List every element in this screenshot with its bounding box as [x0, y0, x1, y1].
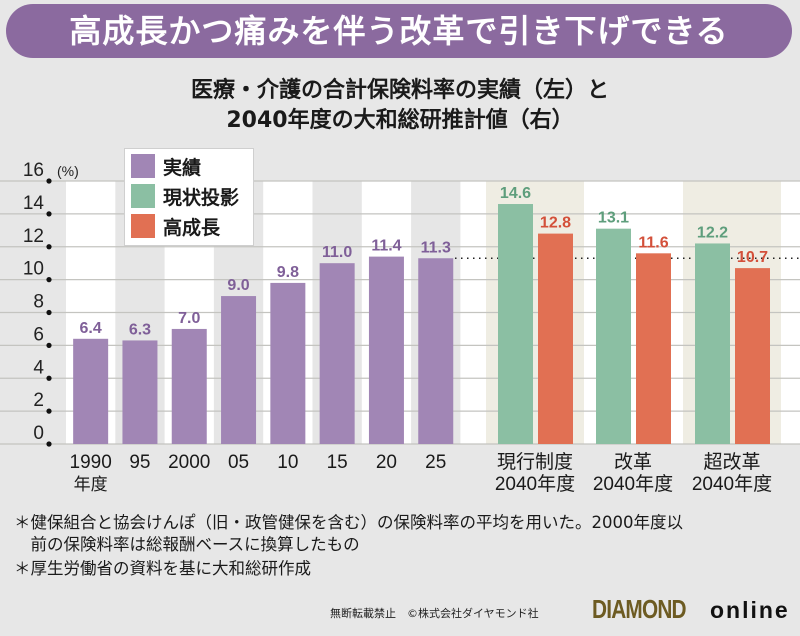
bar-value-label: 6.3: [129, 321, 151, 338]
bar-high-growth: [636, 253, 671, 444]
bar-actual: [319, 263, 355, 444]
legend-item-high-growth: 高成長: [131, 213, 220, 239]
group-label: 改革: [613, 452, 653, 473]
diamond-online-logo: DIAMOND online: [592, 594, 788, 625]
x-tick-suffix: 年度: [73, 475, 108, 494]
bar-value-label: 10.7: [737, 249, 768, 266]
bar-chart: 0 2 4 6 8 10 12 14 16 (%) 6.4 6.3 7.0 9.0 9.8 11.0 11.4 1…: [0, 160, 800, 447]
bar-actual: [221, 296, 257, 444]
y-tick-label: 8: [33, 292, 44, 313]
group-year-label: 2040年度: [592, 474, 674, 495]
bar-actual: [73, 338, 109, 444]
tick-dot: [46, 244, 52, 250]
x-tick-label: 15: [326, 452, 348, 473]
bar-value-label: 12.8: [540, 215, 571, 232]
footnote: ＊厚生労働省の資料を基に大和総研作成: [14, 559, 311, 578]
bar-status-quo: [498, 204, 533, 444]
tick-dot: [46, 309, 52, 316]
bar-actual: [270, 282, 306, 444]
legend-swatch-actual: [131, 154, 155, 178]
legend-item-status-quo: 現状投影: [131, 183, 239, 209]
legend-swatch-high-growth: [131, 214, 155, 238]
tick-dot: [46, 441, 52, 447]
tick-dot: [46, 408, 52, 414]
bar-value-label: 13.1: [598, 210, 629, 227]
bar-actual: [122, 340, 158, 444]
bar-value-label: 7.0: [178, 310, 200, 327]
bar-status-quo: [695, 243, 730, 444]
y-tick-label: 6: [33, 324, 44, 345]
x-tick-label: 2000: [168, 452, 211, 473]
x-tick-label: 05: [227, 452, 250, 473]
bar-value-label: 12.2: [697, 224, 728, 241]
legend-label: 高成長: [163, 216, 221, 239]
bar-status-quo: [596, 228, 631, 444]
tick-dot: [46, 277, 52, 283]
bar-value-label: 11.4: [371, 238, 401, 255]
y-tick-label: 0: [33, 423, 44, 444]
logo-sub: online: [710, 597, 790, 623]
y-tick-label: 12: [23, 226, 44, 247]
bar-actual: [418, 258, 454, 444]
bar-value-label: 11.3: [421, 239, 451, 256]
bar-value-label: 9.0: [227, 277, 249, 294]
headline-banner: 高成長かつ痛みを伴う改革で引き下げできる: [6, 4, 792, 58]
y-tick-label: 2: [33, 390, 44, 411]
legend-label: 現状投影: [163, 186, 240, 209]
footnote: 前の保険料率は総報酬ベースに換算したもの: [14, 535, 360, 554]
bar-value-label: 11.0: [322, 244, 352, 261]
tick-dot: [46, 211, 52, 217]
footnote: ＊健保組合と協会けんぽ（旧・政管健保を含む）の保険料率の平均を用いた。2000年…: [14, 513, 683, 532]
y-tick-label: 16: [23, 160, 44, 181]
y-tick-label: 4: [33, 357, 44, 378]
bar-value-label: 6.4: [80, 320, 102, 337]
legend-swatch-status-quo: [131, 184, 155, 208]
group-label: 現行制度: [496, 452, 574, 473]
tick-dot: [46, 178, 52, 184]
x-tick-label: 20: [375, 452, 398, 473]
bar-high-growth: [735, 268, 770, 444]
bar-value-label: 14.6: [500, 185, 531, 202]
chart-title-line1: 医療・介護の合計保険料率の実績（左）と: [190, 78, 609, 103]
copyright-notice: 無断転載禁止 ©株式会社ダイヤモンド社: [330, 607, 539, 620]
y-tick-label: 14: [23, 193, 45, 214]
bar-value-label: 9.8: [277, 264, 299, 281]
logo-main: DIAMOND: [592, 594, 687, 624]
x-tick-label: 25: [425, 452, 447, 473]
chart-title-line2: 2040年度の大和総研推計値（右）: [226, 108, 574, 133]
y-tick-label: 10: [23, 259, 44, 280]
group-year-label: 2040年度: [494, 474, 576, 495]
legend-label: 実績: [163, 156, 202, 179]
legend-item-actual: 実績: [131, 153, 201, 179]
bar-actual: [368, 256, 404, 444]
tick-dot: [46, 375, 52, 381]
bar-high-growth: [538, 233, 573, 444]
tick-dot: [46, 342, 52, 348]
legend: 実績 現状投影 高成長: [124, 148, 254, 246]
group-year-label: 2040年度: [691, 474, 773, 495]
x-tick-label: 10: [277, 452, 299, 473]
group-label: 超改革: [703, 452, 761, 473]
x-tick-label: 95: [129, 452, 151, 473]
bar-value-label: 11.6: [638, 234, 668, 251]
y-axis-unit: (%): [57, 163, 79, 179]
bar-actual: [171, 328, 207, 444]
x-tick-label: 1990: [69, 452, 112, 473]
